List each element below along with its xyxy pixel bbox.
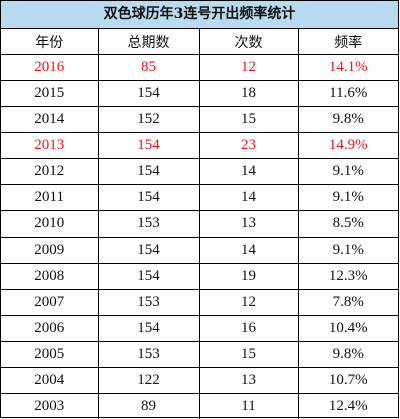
frequency-table: 年份 总期数 次数 频率 2016 85 12 14.1% 2015 154 18 11.6%… (1, 29, 398, 419)
column-header-year: 年份 (1, 29, 99, 56)
column-header-total-draws: 总期数 (98, 29, 200, 56)
cell-year: 2013 (1, 132, 99, 160)
cell-count: 11 (199, 393, 299, 419)
cell-total-draws: 154 (98, 132, 200, 160)
cell-year: 2009 (1, 237, 99, 264)
cell-count: 19 (199, 263, 299, 290)
cell-frequency: 9.1% (298, 158, 398, 186)
table-row: 2009 154 14 9.1% (1, 237, 398, 264)
cell-year: 2015 (1, 80, 99, 108)
cell-total-draws: 85 (98, 54, 200, 82)
cell-frequency: 9.1% (298, 237, 398, 264)
cell-frequency: 12.4% (328, 397, 368, 414)
table-row: 2013 154 23 14.9% (1, 132, 398, 160)
cell-year: 2003 (1, 393, 99, 419)
cell-year: 2006 (1, 315, 99, 342)
cell-count: 12 (199, 289, 299, 316)
cell-count: 13 (199, 210, 299, 238)
cell-year: 2007 (1, 289, 99, 316)
cell-frequency: 8.5% (298, 210, 398, 238)
cell-total-draws: 153 (98, 341, 200, 368)
cell-count: 15 (199, 341, 299, 368)
cell-total-draws: 154 (98, 158, 200, 186)
cell-frequency: 7.8% (298, 289, 398, 316)
cell-frequency: 9.1% (298, 184, 398, 212)
table-title: 双色球历年3连号开出频率统计 (1, 1, 398, 29)
cell-year: 2005 (1, 341, 99, 368)
cell-year: 2014 (1, 106, 99, 134)
cell-count: 13 (199, 367, 299, 394)
table-row: 2008 154 19 12.3% (1, 263, 398, 290)
cell-frequency: 10.7% (298, 367, 398, 394)
cell-frequency: 14.9% (298, 132, 398, 160)
column-header-count: 次数 (199, 29, 299, 56)
cell-count: 12 (199, 54, 299, 82)
cell-count: 15 (199, 106, 299, 134)
table-row: 2006 154 16 10.4% (1, 315, 398, 342)
cell-frequency: 11.6% (298, 80, 398, 108)
table-row: 2003 89 11 12.4% (1, 393, 398, 419)
table-row: 2014 152 15 9.8% (1, 106, 398, 134)
cell-total-draws: 122 (98, 367, 200, 394)
cell-frequency: 12.3% (298, 263, 398, 290)
cell-count: 18 (199, 80, 299, 108)
header-row: 年份 总期数 次数 频率 (1, 29, 398, 56)
table-row: 2007 153 12 7.8% (1, 289, 398, 316)
cell-year: 2004 (1, 367, 99, 394)
table-body: 2016 85 12 14.1% 2015 154 18 11.6% 2014 152 15 9.8%… (1, 54, 398, 419)
table-row: 2016 85 12 14.1% (1, 54, 398, 82)
cell-year: 2011 (1, 184, 99, 212)
cell-count: 14 (199, 184, 299, 212)
table-row: 2012 154 14 9.1% (1, 158, 398, 186)
cell-year: 2010 (1, 210, 99, 238)
cell-total-draws: 154 (98, 80, 200, 108)
table-row: 2004 122 13 10.7% (1, 367, 398, 394)
cell-frequency: 10.4% (298, 315, 398, 342)
cell-frequency: 14.1% (298, 54, 398, 82)
table-row: 2005 153 15 9.8% (1, 341, 398, 368)
cell-total-draws: 89 (98, 393, 200, 419)
cell-total-draws: 153 (98, 210, 200, 238)
column-header-frequency: 频率 (298, 29, 398, 56)
cell-total-draws: 153 (98, 289, 200, 316)
cell-count: 14 (199, 237, 299, 264)
cell-total-draws: 154 (98, 315, 200, 342)
cell-frequency: 9.8% (298, 106, 398, 134)
cell-count: 23 (199, 132, 299, 160)
table-row: 2011 154 14 9.1% (1, 184, 398, 212)
cell-year: 2008 (1, 263, 99, 290)
cell-total-draws: 154 (98, 237, 200, 264)
table-row: 2010 153 13 8.5% (1, 210, 398, 238)
cell-count: 16 (199, 315, 299, 342)
cell-total-draws: 152 (98, 106, 200, 134)
cell-frequency: 9.8% (298, 341, 398, 368)
cell-total-draws: 154 (98, 184, 200, 212)
cell-year: 2012 (1, 158, 99, 186)
table-row: 2015 154 18 11.6% (1, 80, 398, 108)
cell-count: 14 (199, 158, 299, 186)
cell-total-draws: 154 (98, 263, 200, 290)
cell-year: 2016 (1, 54, 99, 82)
